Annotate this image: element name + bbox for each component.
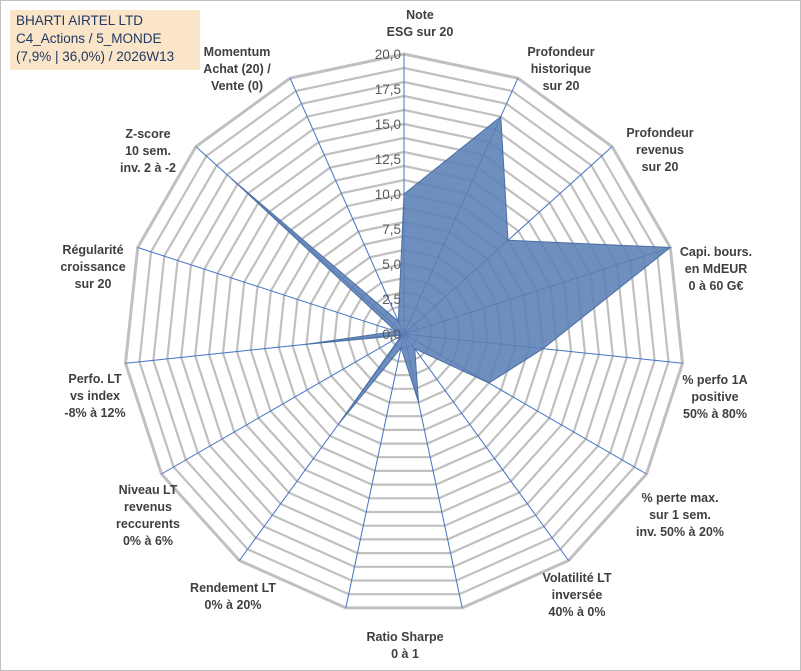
title-line-3: (7,9% | 36,0%) / 2026W13 <box>16 49 175 64</box>
axis-label: Régularité croissance sur 20 <box>60 243 125 291</box>
tick-label: 12,5 <box>375 152 401 167</box>
data-series-area <box>230 115 672 425</box>
grid-ring <box>138 66 670 596</box>
axis-label: Capi. bours. en MdEUR 0 à 60 G€ <box>680 245 752 293</box>
title-line-1: BHARTI AIRTEL LTD <box>16 13 144 28</box>
grid-ring <box>194 122 614 541</box>
spoke-line <box>137 247 405 335</box>
axis-label: Momentum Achat (20) / Vente (0) <box>203 45 271 93</box>
tick-label: 10,0 <box>375 187 401 202</box>
tick-label: 5,0 <box>382 257 401 272</box>
axis-label: Profondeur revenus sur 20 <box>626 126 693 174</box>
grid-ring <box>123 52 685 610</box>
tick-label: 7,5 <box>382 222 401 237</box>
axis-label: Note ESG sur 20 <box>387 8 454 39</box>
spoke-line <box>161 333 405 475</box>
axis-label: Z-score 10 sem. inv. 2 à -2 <box>120 127 176 175</box>
axis-label: Niveau LT revenus reccurents 0% à 6% <box>116 483 180 548</box>
tick-label: 15,0 <box>375 117 401 132</box>
grid-ring <box>166 94 642 568</box>
axis-label: Profondeur historique sur 20 <box>527 45 594 93</box>
tick-label: 0,0 <box>382 327 401 342</box>
tick-label: 2,5 <box>382 292 401 307</box>
tick-label: 20,0 <box>375 47 401 62</box>
tick-label: 17,5 <box>375 82 401 97</box>
grid-ring <box>152 80 656 582</box>
axis-label: % perte max. sur 1 sem. inv. 50% à 20% <box>636 491 724 539</box>
axis-label: Volatilité LT inversée 40% à 0% <box>543 571 612 619</box>
title-line-2: C4_Actions / 5_MONDE <box>16 31 162 46</box>
axis-label: % perfo 1A positive 50% à 80% <box>682 373 747 421</box>
spoke-line <box>345 333 405 609</box>
grid-ring <box>207 136 601 527</box>
axis-label: Ratio Sharpe 0 à 1 <box>366 630 443 661</box>
grid-ring <box>180 108 628 555</box>
axis-label: Perfo. LT vs index -8% à 12% <box>64 372 125 420</box>
axis-label: Rendement LT 0% à 20% <box>190 581 276 612</box>
chart-title: BHARTI AIRTEL LTD C4_Actions / 5_MONDE (… <box>10 10 200 70</box>
spoke-line <box>289 77 405 335</box>
spoke-line <box>403 333 570 561</box>
